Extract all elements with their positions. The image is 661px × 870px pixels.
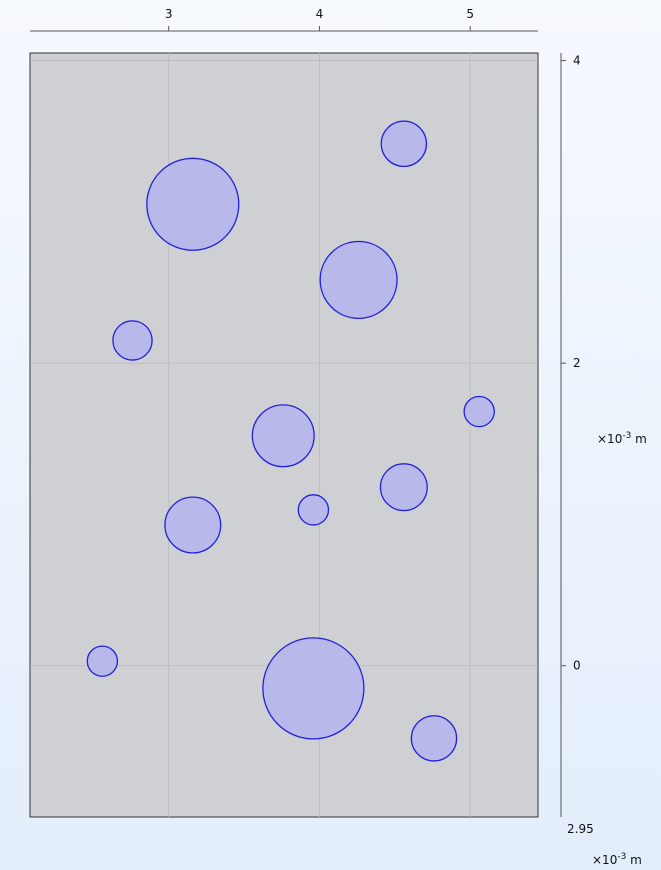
circle-inclusion bbox=[146, 157, 240, 251]
x-tick-label: 5 bbox=[466, 7, 474, 21]
circle-inclusion bbox=[251, 404, 315, 468]
y-tick-label: 4 bbox=[573, 54, 581, 68]
right-axis-ticks: 4 2 0 bbox=[561, 54, 581, 673]
circle-inclusion bbox=[380, 120, 428, 168]
circle-inclusion bbox=[463, 395, 495, 428]
circle-inclusion bbox=[297, 494, 330, 526]
circle-inclusions bbox=[86, 120, 495, 762]
circle-inclusion bbox=[379, 463, 428, 512]
right-axis-unit-label: ×10-3 m bbox=[597, 431, 647, 446]
circle-inclusion bbox=[262, 637, 365, 740]
circle-inclusion bbox=[319, 240, 398, 320]
x-tick-label: 4 bbox=[316, 7, 324, 21]
x-tick-label: 3 bbox=[165, 7, 173, 21]
circle-inclusion bbox=[410, 715, 458, 762]
circle-inclusion bbox=[164, 496, 222, 554]
top-axis-ticks: 3 4 5 bbox=[165, 7, 474, 31]
circle-inclusion bbox=[86, 645, 119, 677]
bottom-extra-label: 2.95 bbox=[567, 822, 594, 836]
circle-inclusion bbox=[112, 320, 153, 361]
y-tick-label: 2 bbox=[573, 356, 581, 370]
bottom-axis-unit-label: ×10-3 m bbox=[592, 852, 642, 867]
y-tick-label: 0 bbox=[573, 659, 581, 673]
